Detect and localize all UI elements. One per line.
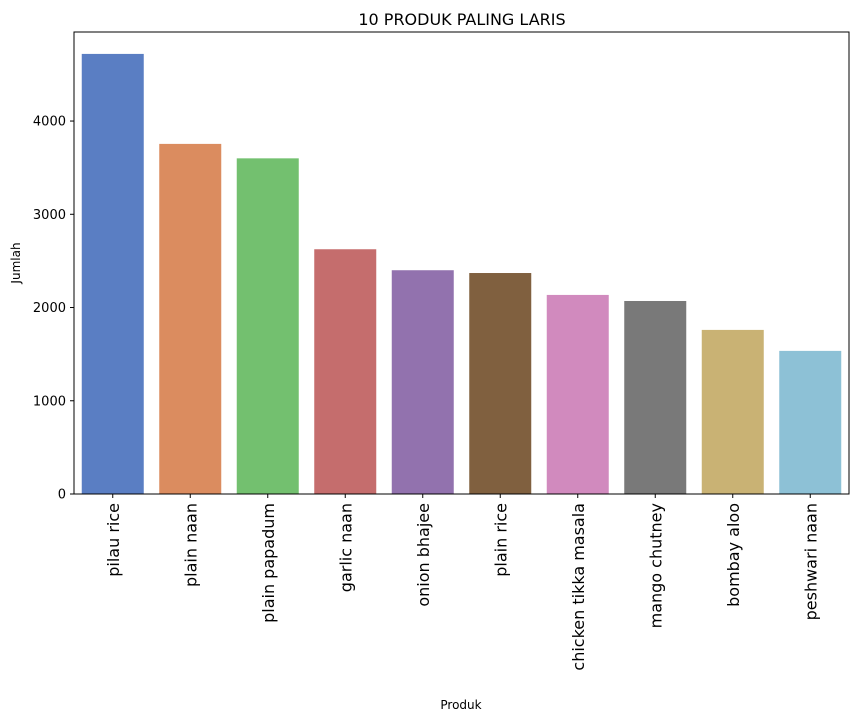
x-tick-label: onion bhajee	[414, 503, 433, 607]
x-tick-label: chicken tikka masala	[569, 503, 588, 671]
chart-title: 10 PRODUK PALING LARIS	[358, 10, 565, 29]
bar-mango-chutney	[624, 300, 687, 494]
x-tick-label: bombay aloo	[724, 503, 743, 607]
y-axis-label: Jumlah	[9, 242, 23, 284]
bar-garlic-naan	[314, 249, 377, 494]
x-tick-label: garlic naan	[336, 503, 355, 592]
x-tick-label: plain rice	[491, 503, 510, 577]
x-tick-label: pilau rice	[104, 503, 123, 577]
bar-plain-rice	[469, 273, 532, 494]
bar-onion-bhajee	[391, 270, 454, 494]
x-tick-label: peshwari naan	[801, 503, 820, 620]
bar-peshwari-naan	[779, 350, 842, 494]
x-tick-label: mango chutney	[646, 503, 665, 628]
bar-bombay-aloo	[701, 329, 764, 494]
y-tick-label: 3000	[33, 208, 66, 223]
bar-plain-naan	[159, 143, 222, 494]
x-tick-label: plain papadum	[259, 503, 278, 623]
bar-chicken-tikka-masala	[546, 294, 609, 494]
y-tick-label: 1000	[33, 394, 66, 409]
axes-frame	[73, 31, 850, 495]
bar-plain-papadum	[236, 158, 299, 494]
x-axis-label: Produk	[440, 698, 481, 712]
plot-area: pilau rice plain naan plain papadum garlic …	[33, 53, 842, 671]
y-tick-label: 4000	[33, 115, 66, 130]
bar-pilau-rice	[81, 53, 144, 494]
y-tick-label: 2000	[33, 301, 66, 316]
x-tick-label: plain naan	[181, 503, 200, 587]
y-tick-label: 0	[58, 488, 66, 503]
